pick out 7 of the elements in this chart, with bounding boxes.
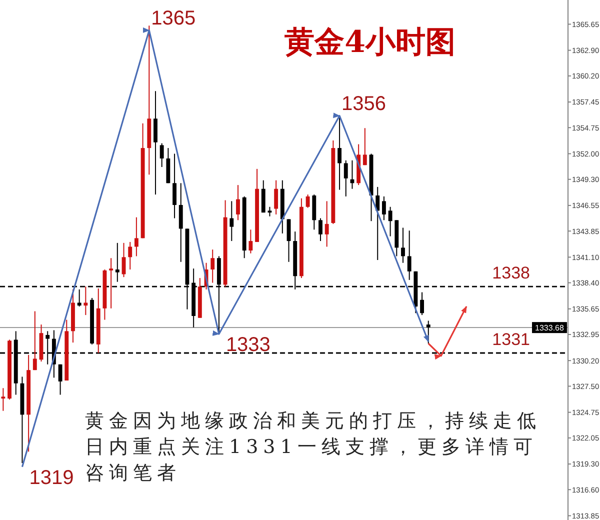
annotation: 1319: [29, 466, 74, 489]
text: 黄金4小时图: [284, 25, 456, 60]
ref-line-label: 1338: [492, 264, 530, 283]
annotation: 1333: [226, 334, 270, 356]
ref-line-label: 1333.68: [535, 324, 565, 333]
annotation: 1356: [342, 92, 386, 115]
annotation: 1365: [151, 7, 196, 30]
